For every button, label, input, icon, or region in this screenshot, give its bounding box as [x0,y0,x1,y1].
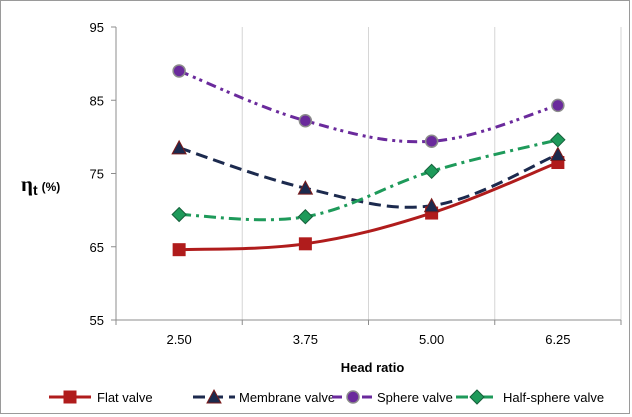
sphere-valve-line [178,69,559,144]
half-sphere-valve-point [550,132,566,148]
legend-item-half-sphere-valve: Half-sphere valve [456,389,604,405]
sphere-valve-point [551,98,565,113]
membrane-valve-point [550,146,566,161]
diamond-marker-icon [469,389,485,405]
half-sphere-valve-point [171,206,187,223]
legend-item-sphere-valve: Sphere valve [332,390,453,405]
legend-label-membrane-valve: Membrane valve [239,390,335,405]
membrane-valve-point [171,139,187,155]
legend-label-flat-valve: Flat valve [97,390,153,405]
square-marker-icon [63,390,77,404]
y-tick-label: 85 [90,93,104,108]
sphere-valve-point [298,114,313,128]
circle-marker-icon [346,390,360,404]
legend-item-membrane-valve: Membrane valve [193,388,335,405]
y-tick-label: 75 [90,167,104,182]
membrane-valve-line [178,146,559,209]
x-tick-label: 5.00 [419,332,444,347]
flat-valve-point [172,243,186,257]
x-tick-label: 6.25 [545,332,570,347]
x-tick-label: 2.50 [166,332,191,347]
y-tick-label: 95 [90,20,104,35]
legend-label-sphere-valve: Sphere valve [377,390,453,405]
y-tick-label: 65 [90,240,104,255]
x-axis-title: Head ratio [341,360,405,375]
membrane-valve-point [297,180,314,195]
y-axis-title: ηt (%) [21,172,60,198]
flat-valve-point [298,237,312,251]
flat-valve-line [179,161,559,252]
legend-item-flat-valve: Flat valve [49,390,153,405]
y-tick-label: 55 [90,313,104,328]
triangle-marker-icon [206,388,222,404]
legend-label-half-sphere-valve: Half-sphere valve [503,390,604,405]
membrane-valve-point [423,197,440,213]
half-sphere-valve-point [423,163,440,180]
sphere-valve-point [172,64,186,78]
half-sphere-valve-line [179,138,559,222]
x-tick-label: 3.75 [293,332,318,347]
sphere-valve-point [424,134,439,149]
half-sphere-valve-point [297,209,314,225]
